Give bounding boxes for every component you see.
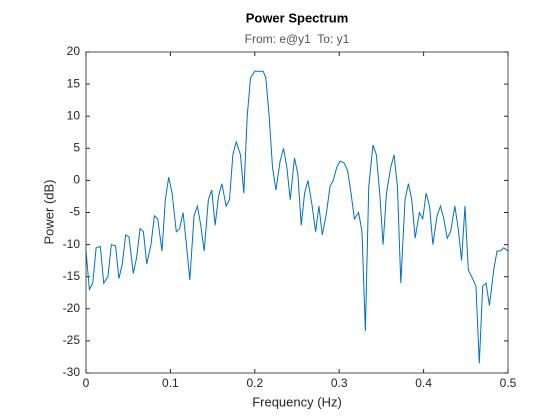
data-line: [85, 70, 509, 364]
y-axis-label: Power (dB): [41, 179, 56, 244]
y-tick-label: 20: [67, 44, 81, 58]
x-tick-label: 0: [83, 376, 90, 390]
y-tick-label: -20: [63, 301, 81, 315]
chart-subtitle: From: e@y1 To: y1: [245, 32, 350, 46]
x-tick-label: 0.3: [331, 376, 348, 390]
x-tick-label: 0.4: [415, 376, 432, 390]
y-tick-label: -30: [63, 365, 81, 379]
y-tick-label: -15: [63, 269, 81, 283]
y-tick-label: 5: [73, 140, 80, 154]
y-tick-label: -5: [69, 205, 80, 219]
plot-frame: [85, 51, 509, 374]
y-tick-label: 10: [67, 108, 81, 122]
y-tick-label: 15: [67, 76, 81, 90]
x-tick-label: 0.2: [246, 376, 263, 390]
y-tick-label: -25: [63, 333, 81, 347]
chart-title: Power Spectrum: [246, 10, 349, 25]
x-tick-label: 0.5: [500, 376, 517, 390]
x-tick-label: 0.1: [162, 376, 179, 390]
x-axis-label: Frequency (Hz): [252, 394, 342, 409]
y-tick-label: -10: [63, 237, 81, 251]
y-tick-label: 0: [73, 173, 80, 187]
